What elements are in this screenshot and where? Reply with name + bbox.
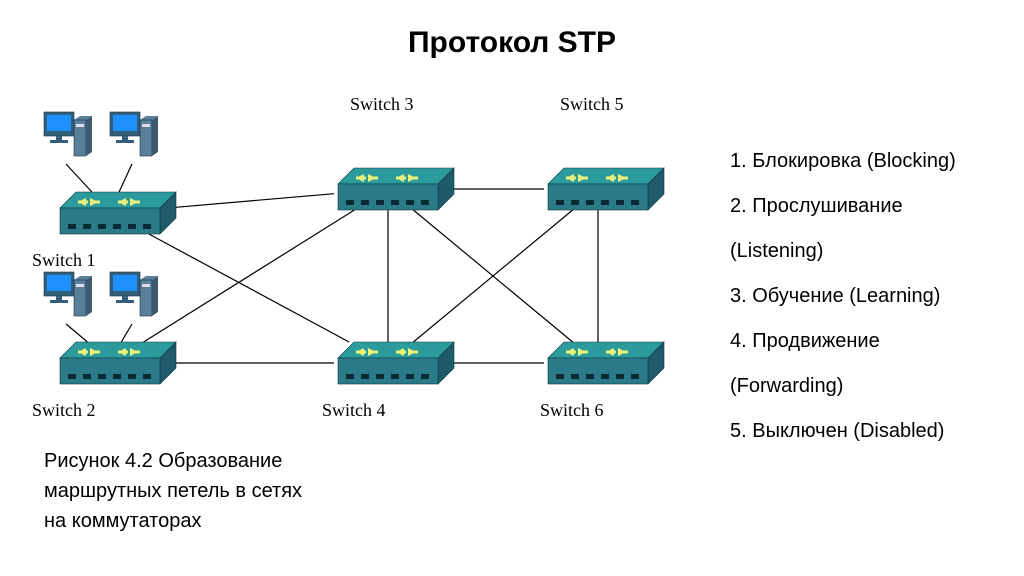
switch-icon bbox=[60, 192, 176, 234]
switch-icon bbox=[338, 168, 454, 210]
state-item: 2. Прослушивание bbox=[730, 195, 956, 218]
stp-states-list: 1. Блокировка (Blocking) 2. Прослушивание… bbox=[730, 150, 956, 465]
switch-label: Switch 3 bbox=[350, 94, 414, 115]
switch-icon bbox=[338, 342, 454, 384]
state-item: (Listening) bbox=[730, 240, 956, 263]
pc-icon bbox=[44, 112, 92, 156]
state-item: 3. Обучение (Learning) bbox=[730, 285, 956, 308]
pc-icon bbox=[110, 112, 158, 156]
switch-icon bbox=[60, 342, 176, 384]
edge bbox=[66, 324, 87, 342]
state-item: 1. Блокировка (Blocking) bbox=[730, 150, 956, 173]
caption-line: на коммутаторах bbox=[44, 506, 302, 536]
switch-label: Switch 2 bbox=[32, 400, 96, 421]
caption-line: Рисунок 4.2 Образование bbox=[44, 446, 302, 476]
edge bbox=[119, 164, 132, 192]
switch-label: Switch 1 bbox=[32, 250, 96, 271]
state-item: 5. Выключен (Disabled) bbox=[730, 420, 956, 443]
edge bbox=[66, 164, 92, 192]
switch-icon bbox=[548, 168, 664, 210]
caption-line: маршрутных петель в сетях bbox=[44, 476, 302, 506]
switch-label: Switch 5 bbox=[560, 94, 624, 115]
switch-label: Switch 6 bbox=[540, 400, 604, 421]
state-item: 4. Продвижение bbox=[730, 330, 956, 353]
switch-label: Switch 4 bbox=[322, 400, 386, 421]
edge bbox=[149, 234, 349, 342]
edge bbox=[144, 210, 355, 342]
edge bbox=[164, 194, 334, 209]
state-item: (Forwarding) bbox=[730, 375, 956, 398]
edge bbox=[121, 324, 132, 342]
nodes bbox=[44, 112, 664, 384]
switch-icon bbox=[548, 342, 664, 384]
pc-icon bbox=[110, 272, 158, 316]
figure-caption: Рисунок 4.2 Образованиемаршрутных петель… bbox=[44, 446, 302, 536]
pc-icon bbox=[44, 272, 92, 316]
